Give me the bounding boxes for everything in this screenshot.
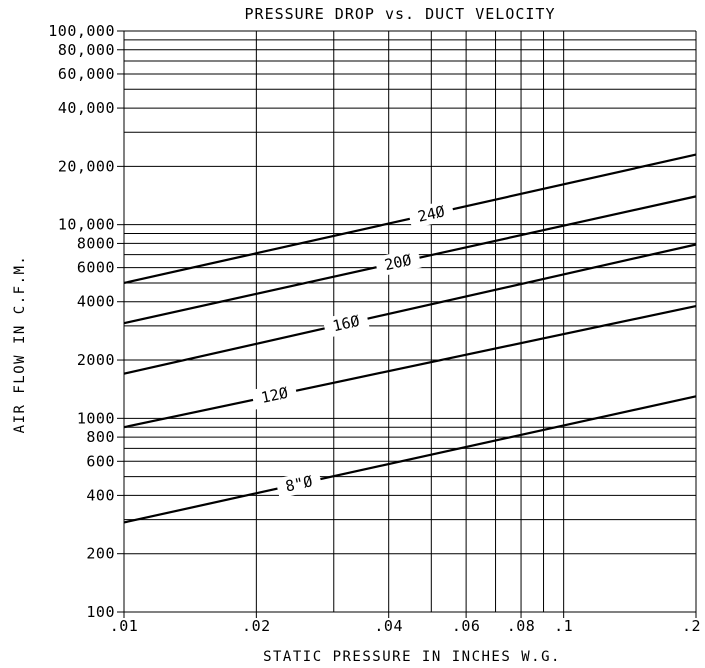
y-tick-label: 800: [86, 428, 115, 446]
y-tick-label: 2000: [77, 351, 115, 369]
series-label-group: 24Ø: [407, 199, 455, 229]
x-tick-labels: .01 .02 .04 .06 .08 .1 .2: [110, 612, 701, 635]
y-tick-label: 100,000: [48, 22, 115, 40]
series-label-group: 16Ø: [322, 308, 370, 339]
y-tick-label: 100: [86, 603, 115, 621]
series-label: 20Ø: [383, 251, 413, 274]
y-tick-label: 80,000: [58, 41, 115, 59]
series-label: 12Ø: [259, 384, 289, 407]
y-tick-label: 600: [86, 452, 115, 470]
x-tick-label: .06: [452, 617, 481, 635]
series-label-background: [407, 199, 455, 229]
y-tick-label: 20,000: [58, 157, 115, 175]
series-label: 16Ø: [331, 312, 361, 336]
y-tick-label: 8000: [77, 234, 115, 252]
x-tick-label: .2: [682, 617, 701, 635]
series-label-group: 20Ø: [374, 247, 422, 277]
series-label: 8"Ø: [284, 472, 314, 495]
series-label-background: [374, 247, 422, 277]
grid-lines: [123, 30, 697, 613]
y-tick-label: 1000: [77, 409, 115, 427]
x-tick-label: .1: [554, 617, 573, 635]
y-tick-label: 200: [86, 545, 115, 563]
series-label: 24Ø: [416, 202, 446, 225]
y-tick-label: 4000: [77, 293, 115, 311]
x-tick-label: .01: [110, 617, 139, 635]
y-tick-label: 60,000: [58, 65, 115, 83]
series-label-group: 8"Ø: [275, 469, 323, 499]
series-line: [123, 304, 697, 429]
y-tick-label: 10,000: [58, 216, 115, 234]
y-tick-label: 400: [86, 486, 115, 504]
series-line: [123, 243, 697, 375]
data-series: 8"Ø 12Ø 16Ø 20Ø 24Ø: [123, 153, 697, 524]
chart-title: PRESSURE DROP vs. DUCT VELOCITY: [245, 5, 556, 23]
y-axis-label: AIR FLOW IN C.F.M.: [12, 255, 28, 434]
series-label-group: 12Ø: [250, 380, 299, 410]
x-tick-label: .08: [507, 617, 536, 635]
y-tick-label: 6000: [77, 259, 115, 277]
series-label-background: [275, 469, 323, 499]
x-tick-label: .02: [242, 617, 271, 635]
y-tick-label: 40,000: [58, 99, 115, 117]
series-label-background: [322, 308, 370, 339]
series-line: [123, 395, 697, 524]
x-axis-label: STATIC PRESSURE IN INCHES W.G.: [263, 649, 561, 665]
x-tick-label: .04: [374, 617, 403, 635]
series-label-background: [250, 380, 299, 410]
